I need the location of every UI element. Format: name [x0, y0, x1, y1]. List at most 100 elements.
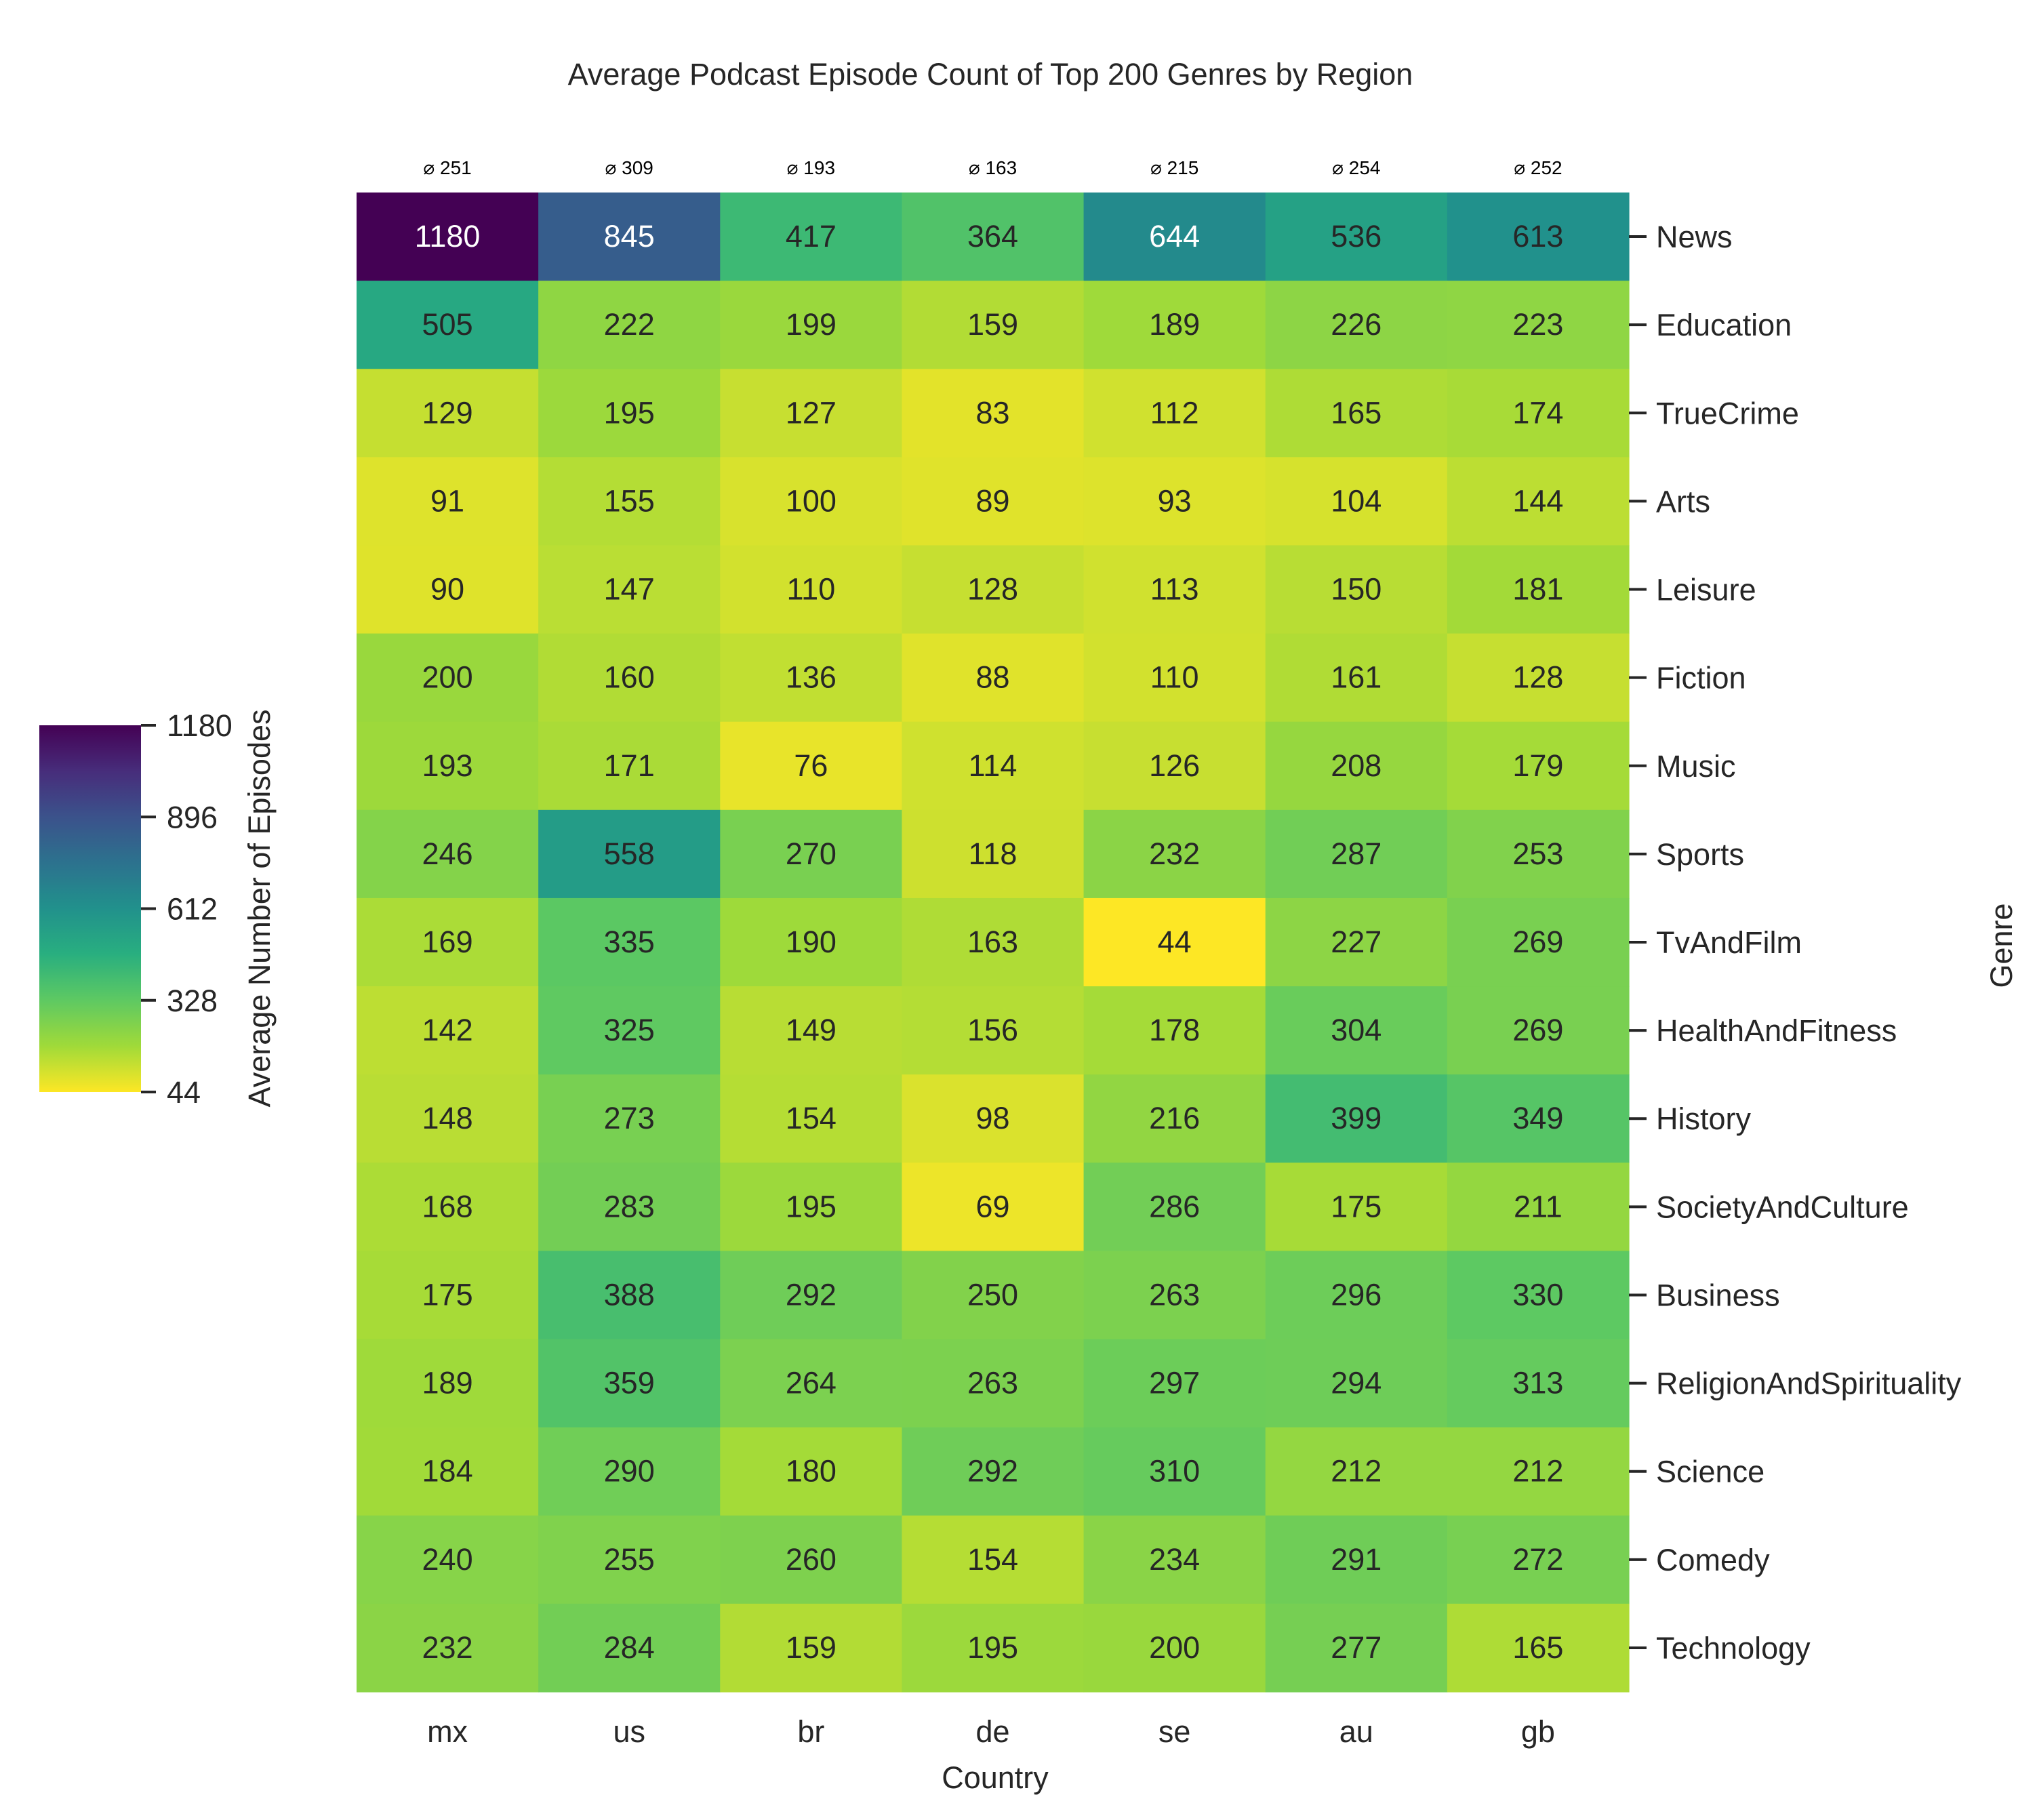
column-mean-label: ⌀ 252 [1514, 157, 1562, 178]
heatmap-cell [1447, 457, 1630, 546]
heatmap-cell [1447, 1427, 1630, 1516]
cell-value-label: 304 [1331, 1013, 1381, 1047]
cell-value-label: 284 [604, 1630, 655, 1665]
heatmap-cell [720, 545, 903, 634]
cell-value-label: 195 [967, 1630, 1018, 1665]
cell-value-label: 144 [1512, 483, 1563, 518]
heatmap-cell [1265, 369, 1448, 458]
cell-value-label: 272 [1512, 1542, 1563, 1577]
heatmap-cell [1265, 1162, 1448, 1252]
heatmap-cell [538, 1515, 721, 1604]
heatmap-cell [902, 1603, 1085, 1693]
x-axis-label: Country [942, 1760, 1049, 1795]
heatmap-cell [1447, 897, 1630, 987]
cell-value-label: 156 [967, 1013, 1018, 1047]
cell-value-label: 246 [422, 836, 473, 871]
cell-value-label: 417 [786, 219, 836, 254]
cell-value-label: 364 [967, 219, 1018, 254]
heatmap-cell [902, 986, 1085, 1075]
heatmap-cell [720, 1339, 903, 1428]
heatmap-cell [538, 545, 721, 634]
heatmap-cell [1083, 1251, 1266, 1340]
heatmap-cell [1083, 721, 1266, 811]
heatmap-cell [1265, 1427, 1448, 1516]
y-tick-label: TrueCrime [1656, 396, 1799, 430]
heatmap-cell [902, 281, 1085, 369]
heatmap-cell [1265, 193, 1448, 281]
cell-value-label: 155 [604, 483, 655, 518]
cell-value-label: 174 [1512, 395, 1563, 430]
heatmap-cell [902, 721, 1085, 811]
heatmap-cell [1447, 1603, 1630, 1693]
cell-value-label: 212 [1331, 1454, 1381, 1489]
heatmap-cell [1083, 545, 1266, 634]
x-tick-label: br [797, 1714, 824, 1749]
cell-value-label: 159 [967, 307, 1018, 342]
heatmap-cell [902, 897, 1085, 987]
heatmap-cell [1447, 633, 1630, 723]
cell-value-label: 147 [604, 572, 655, 607]
heatmap-cell [902, 457, 1085, 546]
heatmap-cell [1083, 369, 1266, 458]
column-mean-label: ⌀ 193 [787, 157, 835, 178]
y-tick-label: Education [1656, 308, 1792, 342]
cell-value-label: 128 [1512, 660, 1563, 695]
cell-value-label: 100 [786, 483, 836, 518]
cell-value-label: 175 [1331, 1189, 1381, 1224]
heatmap-cell [1265, 633, 1448, 723]
cell-value-label: 296 [1331, 1277, 1381, 1312]
heatmap-cell [1447, 1515, 1630, 1604]
heatmap-cell [357, 1427, 539, 1516]
cell-value-label: 76 [794, 748, 828, 783]
cell-value-label: 118 [969, 836, 1017, 871]
y-tick-label: SocietyAndCulture [1656, 1190, 1909, 1224]
heatmap-cell [902, 1074, 1085, 1163]
heatmap-cell [902, 1251, 1085, 1340]
heatmap-cell [538, 633, 721, 723]
cell-value-label: 1180 [415, 219, 481, 254]
cell-value-label: 127 [786, 395, 836, 430]
heatmap-cell [357, 545, 539, 634]
heatmap-cell [357, 897, 539, 987]
heatmap-cell [1265, 457, 1448, 546]
cell-value-label: 161 [1331, 660, 1381, 695]
cell-value-label: 189 [1149, 307, 1200, 342]
heatmap-cell [902, 1515, 1085, 1604]
heatmap-cell [1083, 1339, 1266, 1428]
cell-value-label: 88 [975, 660, 1009, 695]
y-tick-label: Technology [1656, 1631, 1811, 1665]
heatmap-cell [538, 1074, 721, 1163]
heatmap-cell [720, 281, 903, 369]
heatmap-cell [1265, 1251, 1448, 1340]
y-tick-label: Sports [1656, 837, 1744, 872]
heatmap-cell [538, 721, 721, 811]
cell-value-label: 129 [422, 395, 473, 430]
cell-value-label: 165 [1512, 1630, 1563, 1665]
cell-value-label: 232 [1149, 836, 1200, 871]
cell-value-label: 175 [422, 1277, 473, 1312]
cell-value-label: 91 [430, 483, 464, 518]
heatmap-cell [538, 1427, 721, 1516]
y-axis: News Education TrueCrime Arts Leisure Fiction… [1629, 220, 1962, 1665]
heatmap-cell [357, 633, 539, 723]
cell-value-label: 160 [604, 660, 655, 695]
heatmap-cell [720, 897, 903, 987]
cell-value-label: 168 [422, 1189, 473, 1224]
heatmap-cell [902, 545, 1085, 634]
cell-value-label: 110 [786, 572, 835, 607]
heatmap-cell [357, 1515, 539, 1604]
heatmap-cell [357, 1339, 539, 1428]
heatmap-cell [1083, 809, 1266, 899]
cell-value-label: 294 [1331, 1366, 1381, 1400]
heatmap-cell [357, 369, 539, 458]
cell-value-label: 178 [1149, 1013, 1200, 1047]
cell-value-label: 212 [1512, 1454, 1563, 1489]
y-tick-label: Arts [1656, 484, 1710, 519]
heatmap-cell [1447, 1074, 1630, 1163]
heatmap-cell [720, 809, 903, 899]
y-tick-label: News [1656, 220, 1733, 254]
heatmap-cell [1083, 1427, 1266, 1516]
y-tick-label: Music [1656, 749, 1736, 784]
cell-value-label: 644 [1149, 219, 1200, 254]
cell-value-label: 98 [975, 1101, 1009, 1135]
